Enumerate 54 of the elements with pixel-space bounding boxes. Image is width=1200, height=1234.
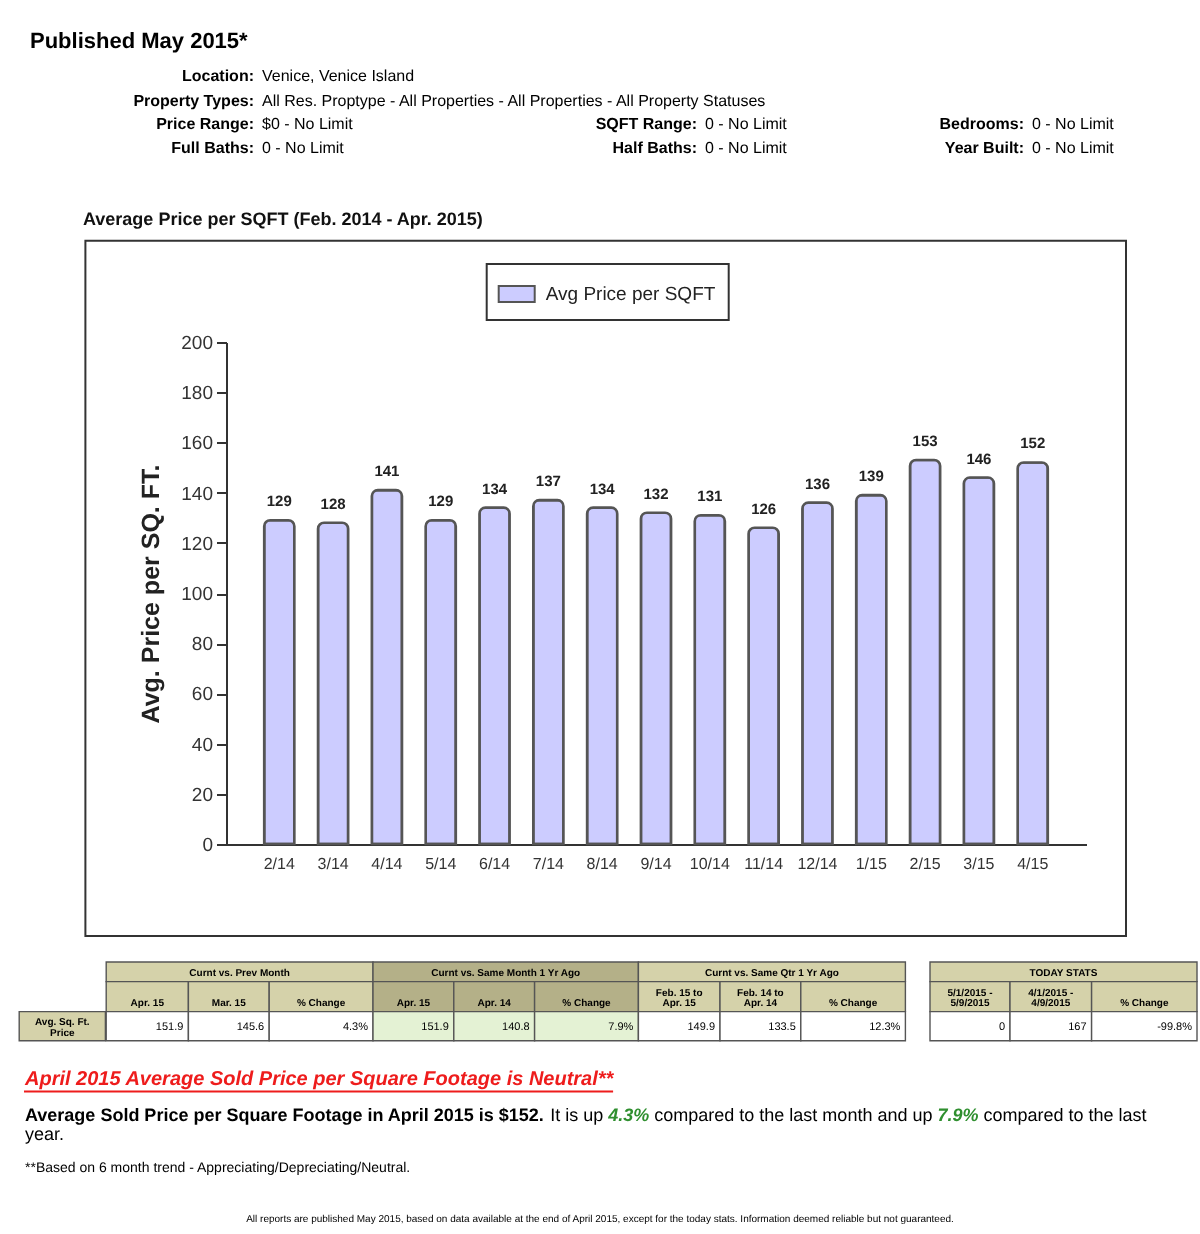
text: 0 - No Limit (1032, 139, 1116, 158)
text: compared to the last (983, 1105, 1148, 1126)
text: Venice, Venice Island (262, 67, 415, 85)
legend-label: Avg Price per SQFT (545, 284, 716, 306)
text: 0 - No Limit (262, 139, 346, 158)
text: year. (25, 1124, 65, 1145)
y-tick-label: 200 (181, 333, 213, 355)
text: Price Range: (156, 115, 254, 134)
text: 4.3% (606, 1105, 650, 1126)
y-tick-label: 100 (181, 584, 213, 606)
y-tick-label: 140 (181, 483, 213, 506)
text: It is up (550, 1105, 604, 1126)
text: SQFT Range: (595, 115, 697, 134)
x-tick-label: 4/14 (371, 855, 404, 873)
text: compared to the last month and up (654, 1105, 933, 1126)
x-tick-label: 3/15 (963, 855, 996, 873)
x-tick-label: 9/14 (640, 855, 673, 873)
y-tick-label: 40 (191, 734, 213, 757)
text: $0 - No Limit (262, 115, 355, 134)
y-tick-label: 160 (181, 433, 213, 456)
x-tick-label: 1/15 (855, 855, 888, 873)
y-tick-label: 20 (191, 784, 213, 807)
x-tick-label: 8/14 (586, 855, 619, 873)
x-tick-label: 2/15 (909, 855, 942, 873)
x-tick-label: 6/14 (478, 855, 512, 873)
text: Published May 2015* (30, 30, 250, 54)
y-tick-label: 80 (191, 634, 213, 657)
text: All Res. Proptype - All Properties - All Properties - All Property Statuses (262, 91, 766, 110)
x-tick-label: 5/14 (425, 855, 458, 873)
x-tick-label: 7/14 (532, 855, 566, 873)
chart-title: Average Price per SQFT (Feb. 2014 - Apr. 2015) (83, 209, 483, 230)
y-tick-label: 120 (181, 533, 213, 556)
text: 0 - No Limit (705, 115, 789, 134)
y-tick-label: 60 (191, 684, 213, 707)
text: Property Types: (133, 91, 254, 110)
text: Full Baths: (171, 139, 254, 158)
text: Year Built: (944, 139, 1024, 158)
x-tick-label: 10/14 (689, 855, 731, 873)
x-tick-label: 3/14 (317, 855, 350, 873)
text: April 2015 Average Sold Price per Square Footage is Neutral** (23, 1069, 616, 1092)
x-tick-label: 4/15 (1017, 855, 1050, 873)
text: 7.9% (937, 1105, 979, 1126)
y-tick-label: 180 (181, 383, 213, 406)
text: 0 - No Limit (705, 139, 789, 158)
text: Bedrooms: (939, 115, 1024, 134)
x-tick-label: 12/14 (797, 855, 839, 873)
y-tick-label: 0 (202, 835, 213, 857)
x-tick-label: 11/14 (744, 855, 785, 873)
text: Average Sold Price per Square Footage in April 2015 is $152. (25, 1105, 544, 1126)
x-tick-label: 2/14 (263, 855, 296, 873)
text: 0 - No Limit (1032, 115, 1116, 134)
y-axis-title: Avg. Price per SQ. FT. (137, 464, 166, 724)
text: Location: (182, 67, 254, 85)
text: Half Baths: (612, 139, 697, 158)
